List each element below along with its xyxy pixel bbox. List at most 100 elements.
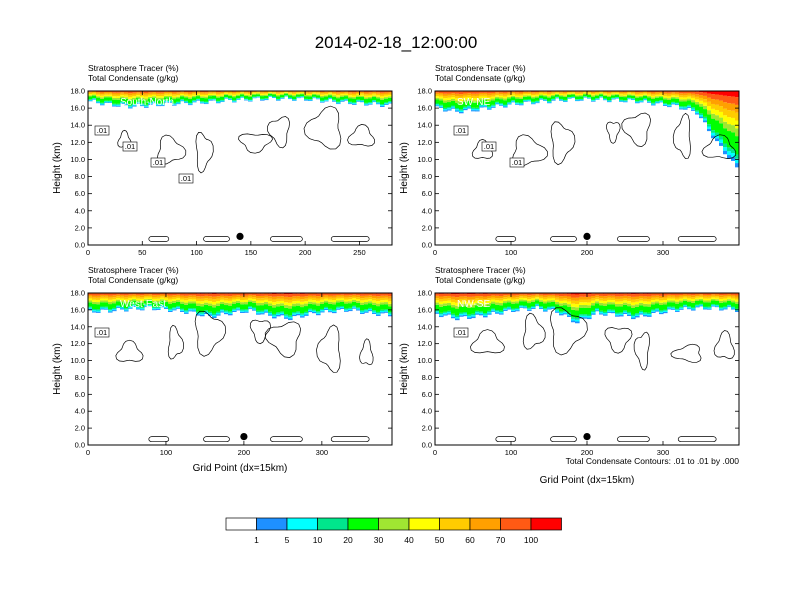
tracer-cell bbox=[136, 300, 141, 303]
contour-label: .01 bbox=[97, 126, 107, 135]
tracer-cell bbox=[579, 315, 584, 318]
tracer-cell bbox=[531, 306, 536, 308]
tracer-cell bbox=[715, 304, 720, 306]
tracer-cell bbox=[128, 96, 133, 99]
tracer-cell bbox=[663, 293, 668, 296]
tracer-cell bbox=[188, 299, 193, 302]
tracer-cell bbox=[272, 93, 277, 95]
tracer-cell bbox=[140, 309, 145, 311]
tracer-cell bbox=[156, 105, 161, 107]
tracer-cell bbox=[248, 94, 253, 96]
tracer-cell bbox=[675, 297, 680, 300]
tracer-cell bbox=[328, 82, 333, 90]
tracer-cell bbox=[487, 93, 492, 96]
tracer-cell bbox=[435, 293, 440, 296]
tracer-cell bbox=[300, 299, 305, 302]
tracer-cell bbox=[356, 308, 361, 310]
tracer-cell bbox=[499, 295, 504, 299]
tracer-cell bbox=[463, 298, 468, 302]
tracer-cell bbox=[176, 293, 181, 295]
tracer-cell bbox=[483, 304, 488, 307]
tracer-cell bbox=[128, 100, 133, 106]
tracer-cell bbox=[268, 301, 273, 304]
tracer-cell bbox=[264, 95, 269, 99]
tracer-cell bbox=[296, 300, 301, 304]
tracer-cell bbox=[196, 303, 201, 306]
tracer-cell bbox=[715, 94, 720, 100]
tracer-cell bbox=[559, 91, 564, 93]
tracer-cell bbox=[583, 93, 588, 95]
tracer-cell bbox=[479, 312, 484, 315]
tracer-cell bbox=[495, 311, 500, 313]
tracer-cell bbox=[288, 82, 293, 90]
tracer-cell bbox=[172, 307, 177, 309]
tracer-cell bbox=[683, 99, 688, 102]
tracer-cell bbox=[140, 97, 145, 100]
tracer-cell bbox=[515, 310, 520, 312]
tracer-cell bbox=[659, 298, 664, 301]
tracer-cell bbox=[547, 306, 552, 308]
tracer-cell bbox=[699, 293, 704, 295]
tracer-cell bbox=[236, 94, 241, 96]
tracer-cell bbox=[228, 293, 233, 294]
tracer-cell bbox=[551, 293, 556, 295]
tracer-cell bbox=[683, 108, 688, 110]
tracer-cell bbox=[731, 91, 736, 97]
tracer-cell bbox=[328, 311, 333, 313]
tracer-cell bbox=[96, 82, 101, 90]
tracer-cell bbox=[447, 305, 452, 311]
tracer-cell bbox=[188, 92, 193, 95]
tracer-cell bbox=[96, 94, 101, 97]
tracer-cell bbox=[503, 92, 508, 95]
tracer-cell bbox=[324, 295, 329, 297]
tracer-cell bbox=[527, 92, 532, 95]
tracer-cell bbox=[667, 307, 672, 309]
tracer-cell bbox=[503, 307, 508, 309]
tracer-cell bbox=[443, 293, 448, 294]
tracer-cell bbox=[543, 95, 548, 97]
tracer-cell bbox=[463, 99, 468, 102]
tracer-cell bbox=[224, 305, 229, 311]
tracer-cell bbox=[184, 311, 189, 313]
tracer-cell bbox=[447, 99, 452, 103]
tracer-cell bbox=[228, 296, 233, 299]
tracer-cell bbox=[132, 299, 137, 301]
colorbar-label: 40 bbox=[404, 535, 414, 545]
tracer-cell bbox=[447, 97, 452, 100]
tracer-cell bbox=[723, 294, 728, 297]
tracer-cell bbox=[507, 96, 512, 99]
tracer-cell bbox=[659, 305, 664, 311]
tracer-cell bbox=[280, 305, 285, 312]
tracer-cell bbox=[280, 91, 285, 93]
tracer-cell bbox=[192, 309, 197, 311]
tracer-cell bbox=[140, 307, 145, 309]
tracer-cell bbox=[519, 104, 524, 106]
tracer-cell bbox=[735, 299, 739, 302]
contour-line bbox=[549, 307, 588, 356]
tracer-cell bbox=[435, 310, 440, 312]
tracer-cell bbox=[260, 96, 265, 99]
tracer-cell bbox=[563, 293, 568, 294]
tracer-cell bbox=[587, 98, 592, 99]
colorbar-swatch bbox=[439, 517, 471, 531]
tracer-cell bbox=[491, 301, 496, 304]
tracer-cell bbox=[711, 298, 716, 301]
tracer-cell bbox=[300, 92, 305, 94]
tracer-cell bbox=[288, 293, 293, 295]
tracer-cell bbox=[140, 300, 145, 303]
plot-area bbox=[88, 91, 392, 245]
tracer-cell bbox=[108, 82, 113, 90]
tracer-cell bbox=[176, 301, 181, 306]
tracer-cell bbox=[112, 297, 117, 300]
tracer-cell bbox=[479, 94, 484, 97]
tracer-cell bbox=[499, 293, 504, 296]
tracer-cell bbox=[192, 293, 197, 296]
tracer-cell bbox=[276, 82, 281, 90]
tracer-cell bbox=[232, 303, 237, 309]
tracer-cell bbox=[527, 96, 532, 100]
tracer-cell bbox=[523, 299, 528, 302]
tracer-cell bbox=[296, 298, 301, 301]
tracer-cell bbox=[503, 293, 508, 294]
colorbar-swatch bbox=[500, 517, 532, 531]
tracer-cell bbox=[112, 97, 117, 100]
